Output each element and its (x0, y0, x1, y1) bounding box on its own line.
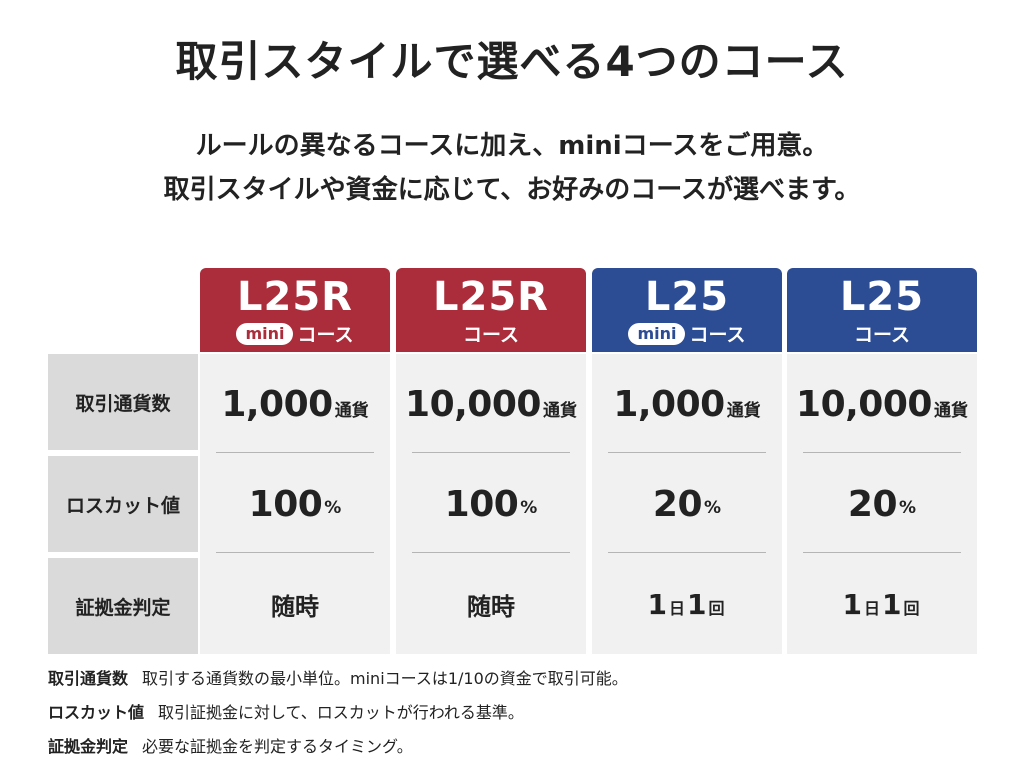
course-body: 10,000 通貨 100 % 随時 (396, 354, 586, 654)
course-name: L25 (644, 274, 730, 320)
margin-count-times: 1 (687, 587, 707, 621)
losscut-cell: 100 % (396, 454, 586, 554)
divider (216, 452, 374, 453)
note-item: 取引通貨数 取引する通貨数の最小単位。miniコースは1/10の資金で取引可能。 (48, 662, 988, 696)
currency-cell: 1,000 通貨 (592, 354, 782, 454)
course-column-l25: L25 コース 10,000 通貨 20 % 1 日 1 回 (787, 268, 977, 654)
divider (803, 452, 961, 453)
currency-unit: 通貨 (726, 400, 761, 421)
mini-badge: mini (236, 322, 294, 345)
row-label-losscut: ロスカット値 (48, 456, 198, 552)
course-header: L25 コース (787, 268, 977, 352)
losscut-unit: % (324, 498, 342, 518)
margin-unit-times: 回 (708, 599, 725, 618)
margin-unit-day: 日 (863, 599, 880, 618)
losscut-unit: % (704, 498, 722, 518)
course-header: L25R コース (396, 268, 586, 352)
currency-cell: 10,000 通貨 (787, 354, 977, 454)
margin-cell: 1 日 1 回 (592, 554, 782, 654)
divider (803, 552, 961, 553)
losscut-cell: 20 % (787, 454, 977, 554)
divider (216, 552, 374, 553)
row-label-margin: 証拠金判定 (48, 558, 198, 654)
margin-count-times: 1 (882, 587, 902, 621)
margin-cell: 1 日 1 回 (787, 554, 977, 654)
lead-line-2: 取引スタイルや資金に応じて、お好みのコースが選べます。 (163, 175, 861, 205)
course-subtitle: mini コース (200, 320, 390, 347)
currency-cell: 10,000 通貨 (396, 354, 586, 454)
divider (608, 452, 766, 453)
lead-line-1: ルールの異なるコースに加え、miniコースをご用意。 (195, 131, 829, 161)
margin-count-day: 1 (842, 587, 862, 621)
notes: 取引通貨数 取引する通貨数の最小単位。miniコースは1/10の資金で取引可能。 … (48, 662, 988, 764)
lead-text: ルールの異なるコースに加え、miniコースをご用意。 取引スタイルや資金に応じて… (0, 124, 1024, 212)
losscut-value: 100 (248, 483, 323, 525)
course-header: L25R mini コース (200, 268, 390, 352)
course-header: L25 mini コース (592, 268, 782, 352)
course-subtitle: コース (787, 320, 977, 347)
note-term: ロスカット値 (48, 703, 145, 722)
losscut-value: 20 (652, 483, 703, 525)
course-subtitle: mini コース (592, 320, 782, 347)
margin-cell: 随時 (200, 554, 390, 654)
course-label: コース (462, 324, 520, 346)
note-term: 取引通貨数 (48, 669, 129, 688)
margin-check: 随時 (271, 592, 319, 621)
divider (412, 552, 570, 553)
currency-amount: 1,000 (613, 383, 725, 425)
currency-unit: 通貨 (933, 400, 968, 421)
course-label: コース (853, 324, 911, 346)
currency-unit: 通貨 (334, 400, 369, 421)
margin-unit-times: 回 (903, 599, 920, 618)
margin-unit-day: 日 (668, 599, 685, 618)
losscut-value: 100 (444, 483, 519, 525)
currency-amount: 1,000 (221, 383, 333, 425)
note-item: 証拠金判定 必要な証拠金を判定するタイミング。 (48, 730, 988, 764)
course-subtitle: コース (396, 320, 586, 347)
currency-amount: 10,000 (796, 383, 932, 425)
losscut-value: 20 (847, 483, 898, 525)
losscut-cell: 20 % (592, 454, 782, 554)
note-desc: 取引証拠金に対して、ロスカットが行われる基準。 (158, 703, 524, 722)
margin-count-day: 1 (647, 587, 667, 621)
course-column-l25r: L25R コース 10,000 通貨 100 % 随時 (396, 268, 586, 654)
margin-check: 随時 (467, 592, 515, 621)
note-desc: 取引する通貨数の最小単位。miniコースは1/10の資金で取引可能。 (142, 669, 628, 688)
page-title: 取引スタイルで選べる4つのコース (175, 37, 849, 86)
note-item: ロスカット値 取引証拠金に対して、ロスカットが行われる基準。 (48, 696, 988, 730)
mini-badge: mini (628, 322, 686, 345)
course-label: コース (297, 324, 354, 346)
course-name: L25R (237, 274, 353, 320)
course-column-l25r-mini: L25R mini コース 1,000 通貨 100 % 随時 (200, 268, 390, 654)
course-body: 1,000 通貨 20 % 1 日 1 回 (592, 354, 782, 654)
divider (412, 452, 570, 453)
course-column-l25-mini: L25 mini コース 1,000 通貨 20 % 1 日 1 回 (592, 268, 782, 654)
row-label-currency: 取引通貨数 (48, 354, 198, 450)
losscut-unit: % (899, 498, 917, 518)
course-name: L25R (433, 274, 549, 320)
currency-amount: 10,000 (405, 383, 541, 425)
course-body: 10,000 通貨 20 % 1 日 1 回 (787, 354, 977, 654)
losscut-unit: % (520, 498, 538, 518)
course-body: 1,000 通貨 100 % 随時 (200, 354, 390, 654)
currency-cell: 1,000 通貨 (200, 354, 390, 454)
course-name: L25 (839, 274, 925, 320)
note-term: 証拠金判定 (48, 737, 129, 756)
losscut-cell: 100 % (200, 454, 390, 554)
course-label: コース (689, 324, 746, 346)
divider (608, 552, 766, 553)
note-desc: 必要な証拠金を判定するタイミング。 (142, 737, 413, 756)
margin-cell: 随時 (396, 554, 586, 654)
currency-unit: 通貨 (542, 400, 577, 421)
